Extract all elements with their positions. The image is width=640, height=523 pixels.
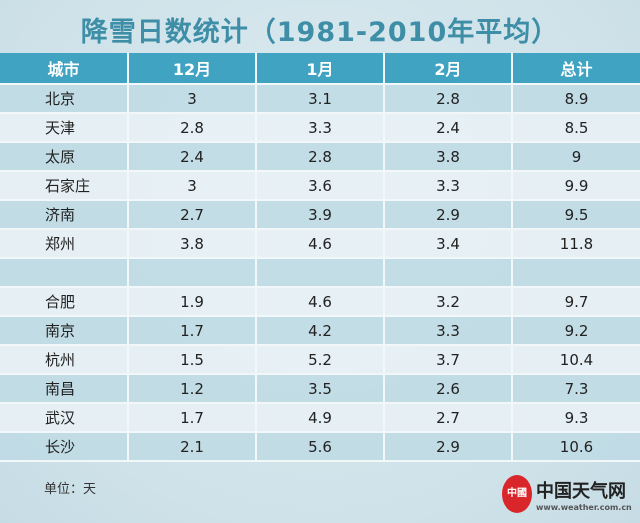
value-cell: 2.1: [127, 432, 256, 462]
snow-days-table: 城市 12月 1月 2月 总计 北京 3 3.1 2.8 8.9 天津 2.8 3.3 2.4 8.5 太原…: [0, 53, 640, 462]
value-cell: 2.9: [383, 432, 512, 462]
table-row: 太原 2.4 2.8 3.8 9: [0, 142, 640, 172]
city-cell: 郑州: [0, 229, 128, 259]
city-cell: 北京: [0, 84, 128, 114]
empty-cell: [127, 258, 256, 288]
city-cell: 石家庄: [0, 171, 128, 201]
value-cell: 2.9: [383, 200, 512, 230]
value-cell: 8.5: [511, 113, 640, 143]
column-header: 总计: [511, 53, 640, 85]
value-cell: 4.9: [255, 403, 384, 433]
column-header: 12月: [127, 53, 256, 85]
table-row: 石家庄 3 3.6 3.3 9.9: [0, 171, 640, 201]
table-row: 济南 2.7 3.9 2.9 9.5: [0, 200, 640, 230]
value-cell: 7.3: [511, 374, 640, 404]
value-cell: 3.8: [127, 229, 256, 259]
city-cell: 天津: [0, 113, 128, 143]
chart-title: 降雪日数统计（1981-2010年平均）: [80, 17, 560, 48]
table-row: 合肥 1.9 4.6 3.2 9.7: [0, 287, 640, 317]
value-cell: 5.6: [255, 432, 384, 462]
value-cell: 4.6: [255, 229, 384, 259]
value-cell: 9.3: [511, 403, 640, 433]
value-cell: 2.4: [383, 113, 512, 143]
value-cell: 2.8: [383, 84, 512, 114]
spacer-row: [0, 258, 640, 288]
table-row: 长沙 2.1 5.6 2.9 10.6: [0, 432, 640, 462]
table-row: 郑州 3.8 4.6 3.4 11.8: [0, 229, 640, 259]
value-cell: 3.3: [383, 171, 512, 201]
value-cell: 2.7: [383, 403, 512, 433]
value-cell: 10.4: [511, 345, 640, 375]
value-cell: 3.1: [255, 84, 384, 114]
value-cell: 1.2: [127, 374, 256, 404]
empty-cell: [383, 258, 512, 288]
value-cell: 5.2: [255, 345, 384, 375]
value-cell: 3.3: [255, 113, 384, 143]
value-cell: 2.7: [127, 200, 256, 230]
city-cell: 武汉: [0, 403, 128, 433]
column-header: 1月: [255, 53, 384, 85]
logo-url: www.weather.com.cn: [536, 502, 632, 512]
value-cell: 4.2: [255, 316, 384, 346]
empty-cell: [511, 258, 640, 288]
value-cell: 9.9: [511, 171, 640, 201]
seal-icon: 中國: [502, 475, 532, 513]
value-cell: 2.8: [127, 113, 256, 143]
unit-note: 单位：天: [44, 482, 97, 497]
value-cell: 3: [127, 84, 256, 114]
value-cell: 3.2: [383, 287, 512, 317]
value-cell: 2.4: [127, 142, 256, 172]
value-cell: 1.5: [127, 345, 256, 375]
value-cell: 3: [127, 171, 256, 201]
value-cell: 9.7: [511, 287, 640, 317]
value-cell: 3.7: [383, 345, 512, 375]
column-header: 城市: [0, 53, 128, 85]
table-row: 南京 1.7 4.2 3.3 9.2: [0, 316, 640, 346]
city-cell: 太原: [0, 142, 128, 172]
value-cell: 9.5: [511, 200, 640, 230]
table-row: 天津 2.8 3.3 2.4 8.5: [0, 113, 640, 143]
column-header: 2月: [383, 53, 512, 85]
weather-logo: 中國 中国天气网 www.weather.com.cn: [502, 475, 632, 513]
table-row: 杭州 1.5 5.2 3.7 10.4: [0, 345, 640, 375]
table-row: 北京 3 3.1 2.8 8.9: [0, 84, 640, 114]
empty-cell: [0, 258, 128, 288]
value-cell: 1.7: [127, 403, 256, 433]
city-cell: 合肥: [0, 287, 128, 317]
value-cell: 2.8: [255, 142, 384, 172]
table-row: 南昌 1.2 3.5 2.6 7.3: [0, 374, 640, 404]
value-cell: 3.5: [255, 374, 384, 404]
value-cell: 9.2: [511, 316, 640, 346]
city-cell: 济南: [0, 200, 128, 230]
value-cell: 3.6: [255, 171, 384, 201]
city-cell: 南昌: [0, 374, 128, 404]
logo-name: 中国天气网: [536, 480, 626, 502]
header-row: 城市 12月 1月 2月 总计: [0, 53, 640, 85]
value-cell: 4.6: [255, 287, 384, 317]
value-cell: 8.9: [511, 84, 640, 114]
value-cell: 2.6: [383, 374, 512, 404]
value-cell: 3.4: [383, 229, 512, 259]
value-cell: 3.3: [383, 316, 512, 346]
value-cell: 1.7: [127, 316, 256, 346]
city-cell: 杭州: [0, 345, 128, 375]
value-cell: 3.8: [383, 142, 512, 172]
value-cell: 10.6: [511, 432, 640, 462]
empty-cell: [255, 258, 384, 288]
value-cell: 3.9: [255, 200, 384, 230]
value-cell: 1.9: [127, 287, 256, 317]
city-cell: 南京: [0, 316, 128, 346]
value-cell: 9: [511, 142, 640, 172]
table-row: 武汉 1.7 4.9 2.7 9.3: [0, 403, 640, 433]
city-cell: 长沙: [0, 432, 128, 462]
value-cell: 11.8: [511, 229, 640, 259]
